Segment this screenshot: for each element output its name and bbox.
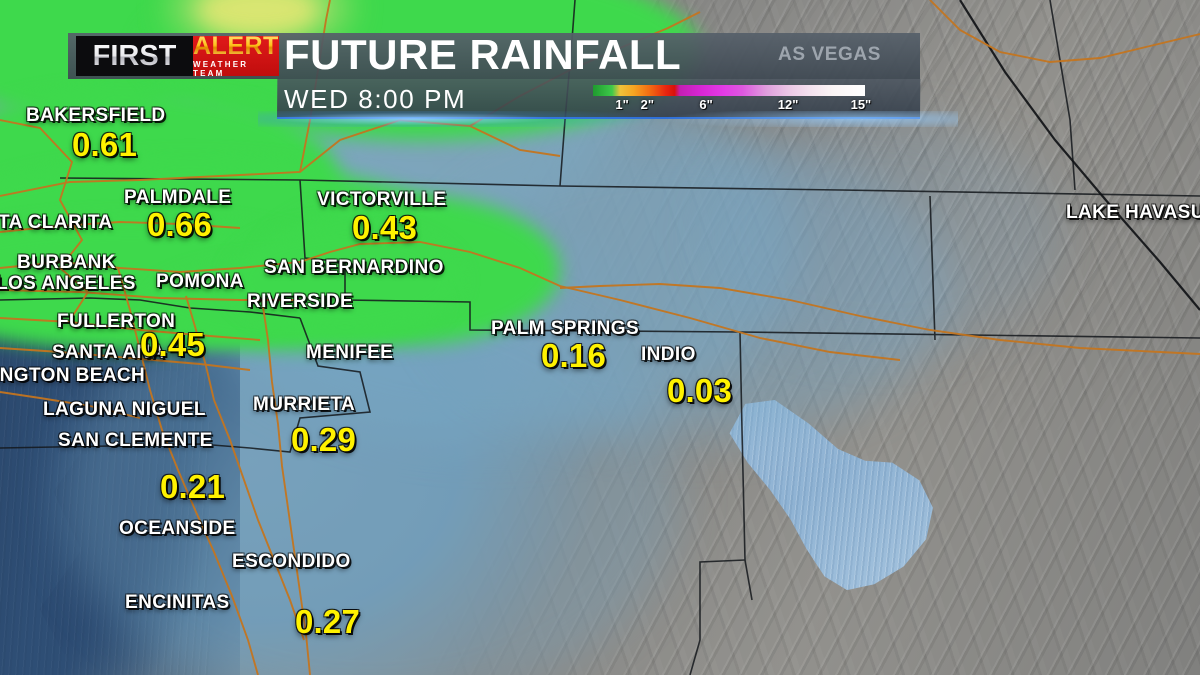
logo-weather-team-text: WEATHER TEAM <box>193 60 249 78</box>
city-label: ENCINITAS <box>125 592 230 613</box>
city-label: BURBANK <box>17 252 116 273</box>
city-label: MENIFEE <box>306 342 394 363</box>
city-label: RIVERSIDE <box>247 291 354 312</box>
rainfall-value: 0.29 <box>291 421 357 458</box>
first-alert-logo: FIRST ALERT WEATHER TEAM <box>76 34 279 78</box>
title-banner: FIRST ALERT WEATHER TEAM FUTURE RAINFALL… <box>68 31 958 127</box>
legend-tick-labels: 1" 2" 6" 12" 15" <box>593 97 873 113</box>
city-label: OCEANSIDE <box>119 518 236 539</box>
city-label: INDIO <box>641 344 696 365</box>
rainfall-legend: 1" 2" 6" 12" 15" <box>593 85 873 113</box>
city-label: MURRIETA <box>253 394 356 415</box>
city-label: POMONA <box>156 271 244 292</box>
city-label: LAKE HAVASU CIT <box>1066 202 1200 223</box>
city-label: SAN CLEMENTE <box>58 430 213 451</box>
city-label: SAN BERNARDINO <box>264 257 444 278</box>
page-title: FUTURE RAINFALL <box>284 31 682 78</box>
legend-tick: 12" <box>777 97 799 112</box>
rainfall-value: 0.66 <box>147 206 213 243</box>
rainfall-value: 0.27 <box>295 603 361 640</box>
forecast-timestamp: WED 8:00 PM <box>284 84 467 114</box>
rainfall-value: 0.45 <box>140 326 206 363</box>
city-label: VICTORVILLE <box>317 189 447 210</box>
city-label: FULLERTON <box>57 311 176 332</box>
legend-tick: 15" <box>850 97 872 112</box>
city-label: PALMDALE <box>124 187 232 208</box>
ghost-city-label: AS VEGAS <box>778 44 881 65</box>
rainfall-value: 0.16 <box>541 337 607 374</box>
legend-tick: 2" <box>640 97 654 112</box>
legend-tick: 1" <box>615 97 629 112</box>
rainfall-value: 0.03 <box>667 372 733 409</box>
logo-first-block: FIRST <box>76 36 193 76</box>
legend-tick: 6" <box>699 97 713 112</box>
legend-color-bar <box>593 85 865 96</box>
logo-alert-block: ALERT WEATHER TEAM <box>193 32 279 78</box>
city-label: ESCONDIDO <box>232 551 351 572</box>
logo-alert-text: ALERT <box>193 32 279 60</box>
rainfall-value: 0.43 <box>352 209 418 246</box>
city-label: INGTON BEACH <box>0 365 146 386</box>
rainfall-value: 0.21 <box>160 468 226 505</box>
city-label: BAKERSFIELD <box>26 105 166 126</box>
precip-haze-far-east <box>700 120 1060 350</box>
city-label: SANTA ANA <box>52 342 165 363</box>
state-border <box>959 0 1200 311</box>
city-label: TA CLARITA <box>0 212 113 233</box>
city-label: LOS ANGELES <box>0 273 136 294</box>
city-label: LAGUNA NIGUEL <box>43 399 206 420</box>
logo-first-text: FIRST <box>92 39 177 72</box>
rainfall-value: 0.61 <box>72 126 138 163</box>
city-label: PALM SPRINGS <box>491 318 640 339</box>
